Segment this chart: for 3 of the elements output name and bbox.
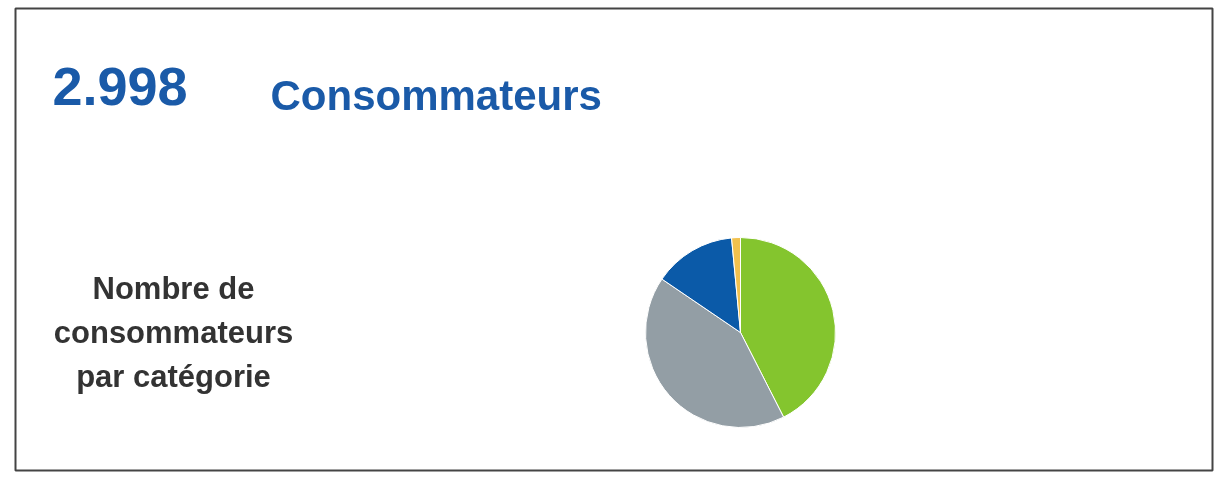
chart-subtitle: Consommateurs: [270, 72, 602, 119]
text: 2.998: [52, 56, 188, 116]
text: Nombre de consommateurs par catégorie: [53, 271, 294, 394]
